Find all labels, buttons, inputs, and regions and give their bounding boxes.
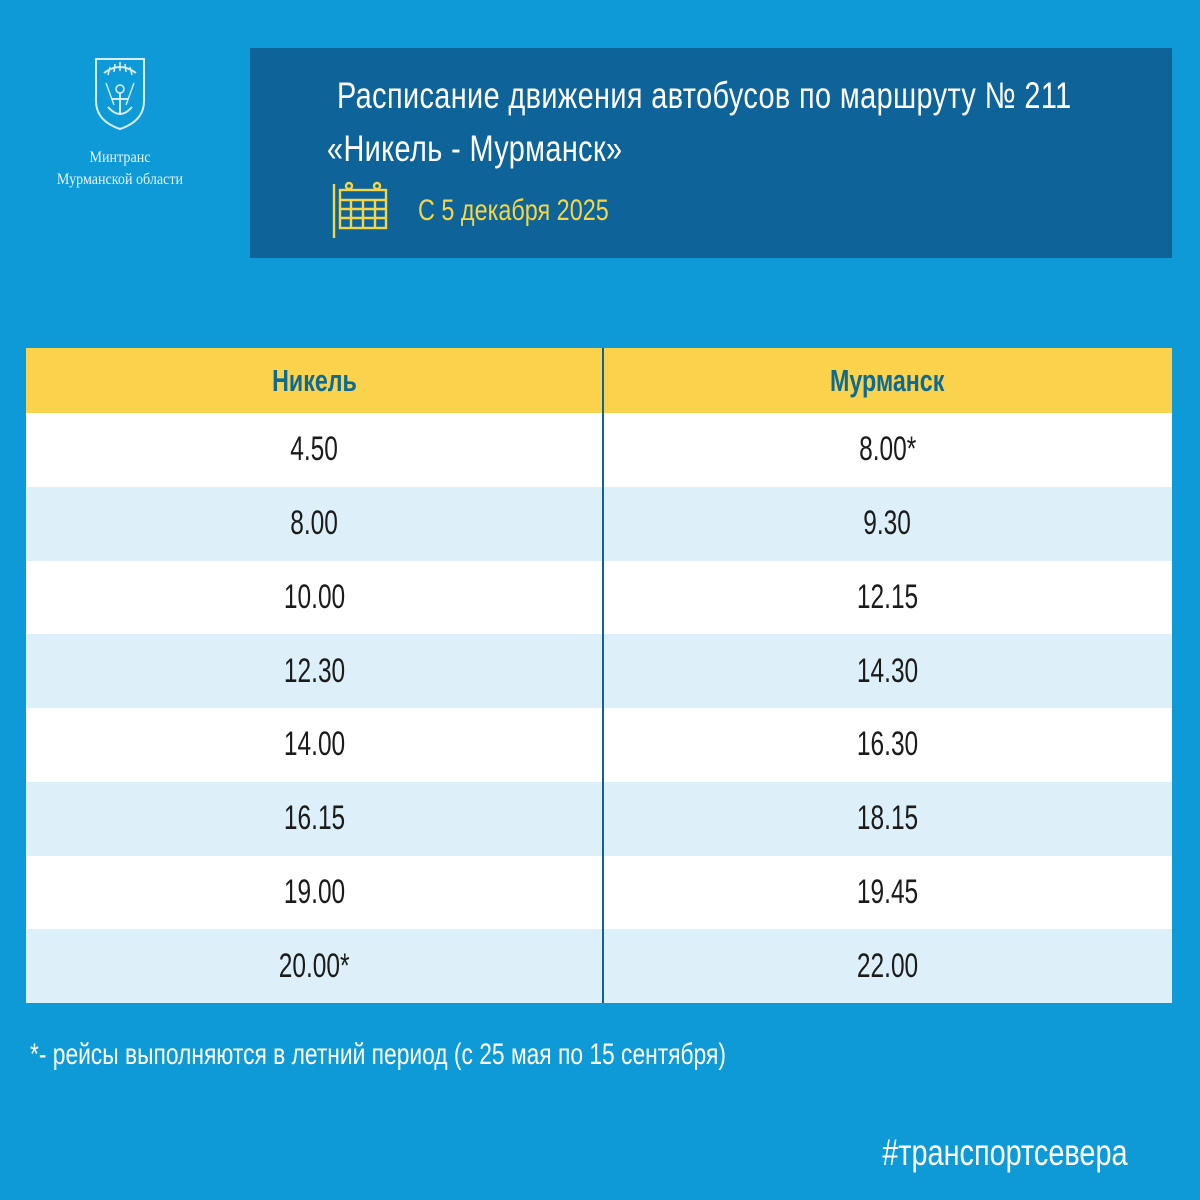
logo: Минтранс Мурманской области [40, 55, 200, 205]
schedule-table: Никель Мурманск 4.50 8.00* 8.00 9.30 10.… [26, 348, 1172, 1003]
departure-murmansk: 19.45 [856, 872, 919, 911]
column-header-murmansk: Мурманск [830, 362, 945, 398]
logo-line-1: Минтранс [89, 149, 151, 166]
page-title: Расписание движения автобусов по маршрут… [337, 75, 1072, 116]
table-row: 10.00 12.15 [26, 560, 1172, 635]
departure-murmansk: 18.15 [856, 799, 919, 838]
header-box: Расписание движения автобусов по маршрут… [250, 48, 1172, 258]
column-divider [602, 348, 604, 1003]
departure-murmansk: 22.00 [856, 946, 919, 985]
departure-nikel: 10.00 [283, 577, 346, 616]
table-row: 16.15 18.15 [26, 781, 1172, 856]
table-row: 4.50 8.00* [26, 413, 1172, 487]
logo-line-2: Мурманской области [56, 171, 184, 188]
departure-murmansk: 8.00* [858, 430, 917, 469]
departure-nikel: 4.50 [290, 430, 339, 469]
hashtag: #транспортсевера [882, 1132, 1128, 1173]
departure-nikel: 20.00* [279, 946, 350, 985]
table-row: 8.00 9.30 [26, 486, 1172, 561]
departure-nikel: 19.00 [283, 872, 346, 911]
coat-of-arms-icon [95, 58, 145, 131]
column-header-nikel: Никель [272, 362, 357, 398]
table-row: 19.00 19.45 [26, 855, 1172, 930]
table-row: 14.00 16.30 [26, 708, 1172, 782]
effective-date: С 5 декабря 2025 [418, 194, 609, 227]
table-row: 20.00* 22.00 [26, 929, 1172, 1003]
departure-murmansk: 9.30 [863, 504, 912, 543]
departure-murmansk: 16.30 [856, 725, 919, 764]
table-row: 12.30 14.30 [26, 634, 1172, 708]
departure-nikel: 8.00 [290, 504, 339, 543]
table-header: Никель Мурманск [26, 348, 1172, 413]
route-name: «Никель - Мурманск» [327, 128, 623, 169]
departure-murmansk: 12.15 [856, 577, 919, 616]
footnote: *- рейсы выполняются в летний период (с … [30, 1038, 726, 1071]
departure-nikel: 14.00 [283, 725, 346, 764]
calendar-icon [332, 181, 388, 238]
departure-nikel: 16.15 [283, 799, 346, 838]
departure-murmansk: 14.30 [856, 651, 919, 690]
departure-nikel: 12.30 [283, 651, 346, 690]
